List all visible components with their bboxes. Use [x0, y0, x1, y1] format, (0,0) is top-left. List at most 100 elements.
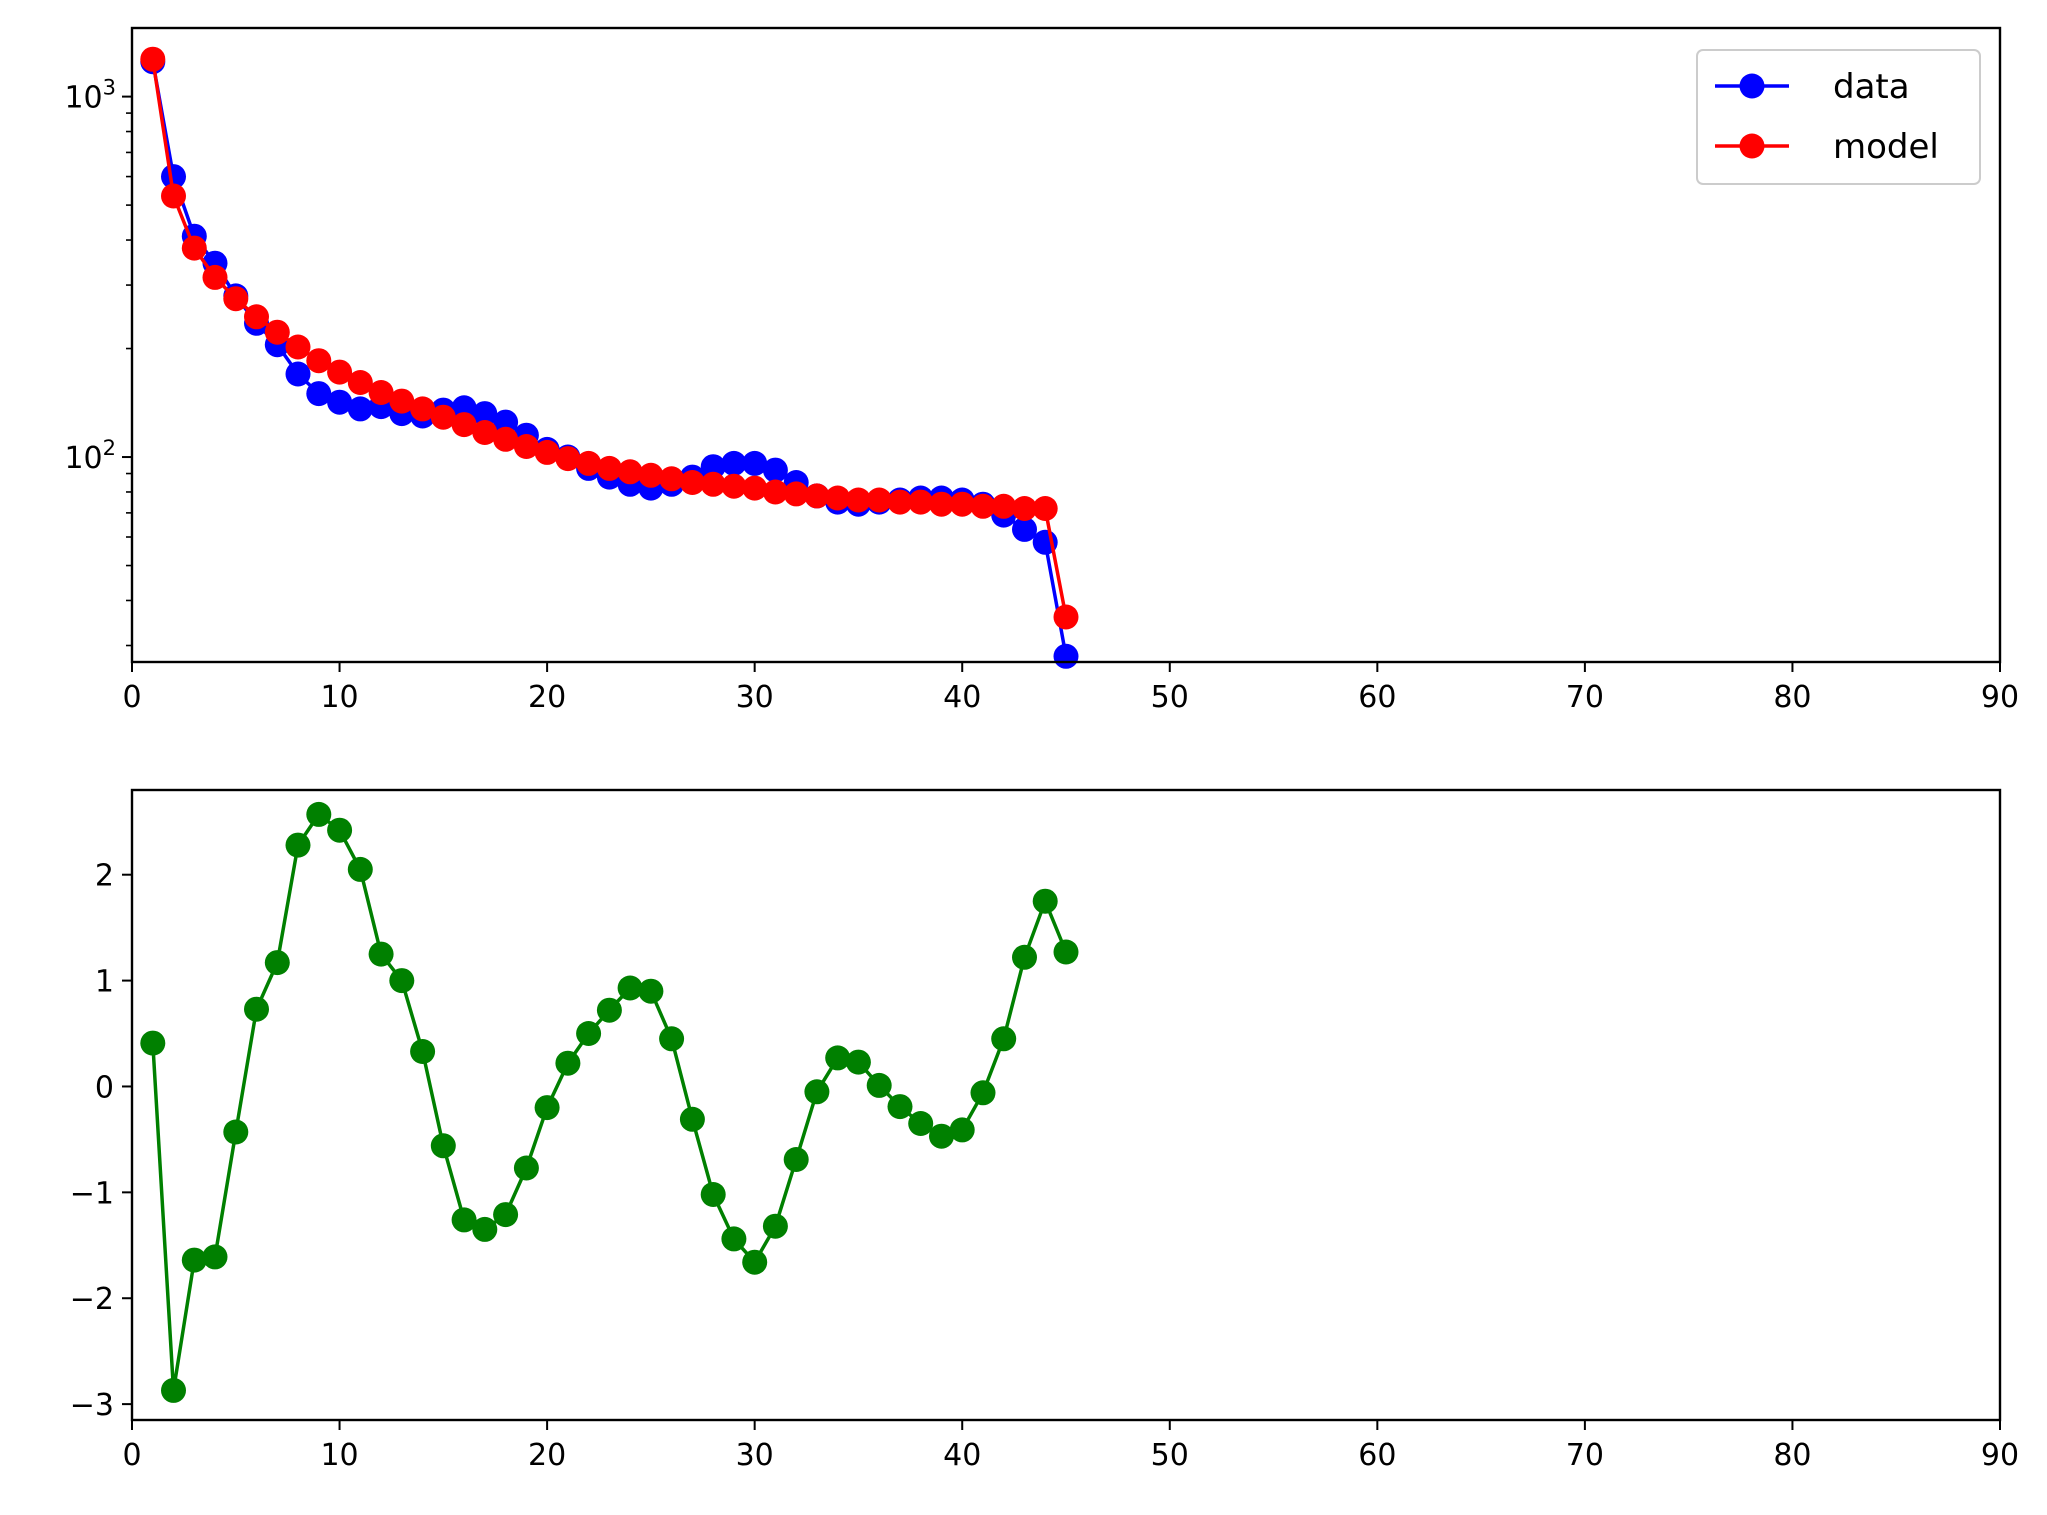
- data-point: [762, 457, 788, 483]
- data-point: [430, 1133, 456, 1159]
- data-point: [347, 396, 373, 422]
- data-point: [534, 439, 560, 465]
- data-point: [679, 470, 705, 495]
- data-point: [783, 481, 809, 507]
- data-point: [140, 1030, 166, 1056]
- x-tick-label: 50: [1151, 680, 1189, 715]
- data-point: [700, 1182, 726, 1207]
- data-point: [1012, 516, 1037, 542]
- data-point: [306, 801, 332, 827]
- data-point: [285, 334, 311, 360]
- data-point: [410, 1039, 436, 1064]
- x-tick-label: 20: [528, 1438, 566, 1473]
- y-tick-label: −2: [70, 1282, 114, 1317]
- data-point: [742, 450, 768, 476]
- x-tick-label: 0: [122, 1438, 141, 1473]
- x-tick-label: 10: [320, 680, 358, 715]
- data-point: [991, 1026, 1017, 1052]
- x-tick-label: 30: [736, 680, 774, 715]
- data-point: [700, 454, 726, 480]
- data-point: [181, 1247, 207, 1273]
- y-tick-label: 1: [95, 965, 114, 1000]
- data-point: [223, 286, 249, 312]
- x-tick-label: 30: [736, 1438, 774, 1473]
- data-point: [596, 455, 622, 481]
- data-point: [721, 473, 747, 499]
- axes-frame: [130, 788, 2002, 1422]
- data-point: [472, 401, 498, 427]
- data-point: [576, 1021, 602, 1046]
- x-tick-label: 70: [1566, 1438, 1604, 1473]
- data-point: [845, 1049, 871, 1075]
- x-tick-label: 40: [943, 1438, 981, 1473]
- data-point: [1012, 944, 1037, 970]
- x-tick-label: 60: [1358, 1438, 1396, 1473]
- data-point: [1012, 496, 1037, 521]
- data-point: [285, 361, 311, 387]
- data-point: [472, 420, 498, 445]
- y-tick-exponent: 2: [103, 436, 116, 460]
- series-line-residual: [151, 812, 1068, 1393]
- data-point: [534, 1095, 560, 1121]
- data-point: [991, 493, 1017, 519]
- y-tick-base: 10: [64, 441, 102, 476]
- data-point: [866, 487, 892, 513]
- data-point: [202, 1244, 228, 1270]
- x-tick-label: 60: [1358, 680, 1396, 715]
- legend-label-data: data: [1833, 67, 1910, 107]
- data-point: [285, 832, 311, 858]
- data-point: [327, 359, 353, 385]
- data-point: [679, 1106, 705, 1132]
- data-point: [908, 489, 934, 515]
- data-point: [347, 856, 373, 882]
- data-point: [368, 380, 394, 405]
- data-point: [202, 264, 228, 290]
- data-point: [638, 462, 664, 488]
- bottom-panel-residual-plot: 0 10 20 30 40 50 60 70 80 90 −3 −2 −1 0 1 2: [70, 788, 2019, 1473]
- data-point: [513, 1155, 539, 1181]
- data-point: [887, 489, 913, 515]
- data-point: [389, 388, 415, 414]
- x-tick-label: 80: [1773, 1438, 1811, 1473]
- legend-label-model: model: [1833, 127, 1939, 167]
- data-point: [721, 1226, 747, 1252]
- data-point: [970, 1080, 996, 1106]
- data-point: [306, 348, 332, 374]
- data-point: [908, 1111, 934, 1136]
- data-point: [244, 996, 269, 1022]
- y-tick-label: 0: [95, 1070, 114, 1105]
- x-tick-label: 80: [1773, 680, 1811, 715]
- x-tick-label: 20: [528, 680, 566, 715]
- legend-box: [1696, 49, 1981, 185]
- data-point: [513, 434, 539, 459]
- data-point: [493, 1202, 519, 1228]
- y-tick-base: 10: [64, 81, 102, 116]
- data-point: [181, 235, 207, 261]
- data-point: [783, 1147, 809, 1172]
- data-point: [368, 941, 394, 967]
- x-tick-label: 10: [320, 1438, 358, 1473]
- data-point: [762, 1213, 788, 1239]
- data-point: [161, 183, 186, 209]
- x-tick-label: 70: [1566, 680, 1604, 715]
- y-tick-label: −1: [70, 1176, 114, 1211]
- data-point: [949, 491, 975, 517]
- data-point: [887, 1094, 913, 1120]
- data-point: [804, 1079, 830, 1105]
- data-point: [576, 450, 602, 476]
- legend-marker-model: [1739, 133, 1765, 159]
- data-point: [389, 968, 415, 994]
- data-point: [472, 1216, 498, 1242]
- data-point: [1053, 939, 1079, 965]
- data-point: [264, 950, 290, 976]
- x-tick-label: 0: [122, 680, 141, 715]
- series-line-data: [151, 61, 1068, 657]
- data-point: [866, 1072, 892, 1098]
- data-point: [1053, 604, 1079, 630]
- data-point: [140, 46, 166, 72]
- data-point: [327, 389, 353, 415]
- data-point: [742, 475, 768, 501]
- data-point: [638, 978, 664, 1004]
- data-point: [742, 1249, 768, 1275]
- x-tick-label: 90: [1981, 1438, 2019, 1473]
